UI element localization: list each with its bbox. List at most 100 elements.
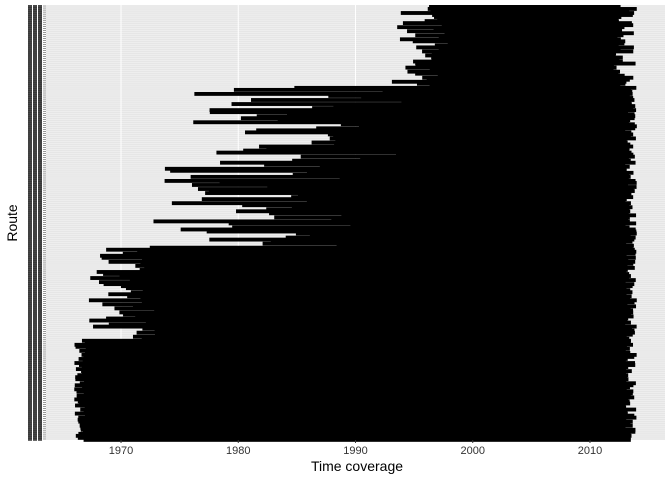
y-tick-label-overplotted [28,294,32,298]
y-tick-label-overplotted [28,330,32,334]
route-range-bar [142,326,633,331]
y-tick-label-overplotted [38,83,42,87]
y-tick-label-overplotted [33,403,37,407]
route-range-bar [291,205,633,210]
y-tick-label-overplotted [28,41,32,45]
y-tick-label-overplotted [28,15,32,18]
y-tick-label-overplotted [38,304,42,308]
y-tick-label-overplotted [28,348,32,352]
y-tick-label-overplotted [38,174,42,178]
y-tick-label-overplotted [38,413,42,417]
y-tick-label-overplotted [33,377,37,381]
y-tick-label-overplotted [28,389,32,393]
y-tick-label-overplotted [38,280,42,283]
y-tick-label-overplotted [28,179,32,182]
y-tick-label-overplotted [28,217,32,221]
route-range-bar [119,310,634,315]
route-range-bar [285,235,636,240]
y-tick-label-overplotted [28,391,32,395]
y-tick-label-overplotted [33,310,37,314]
y-tick-label-overplotted [28,98,32,101]
route-range-bar [438,47,621,52]
y-tick-label-overplotted [38,353,42,356]
y-tick-label-overplotted [28,164,32,168]
y-tick-label-overplotted [38,142,42,146]
y-tick-label-overplotted [38,290,42,294]
y-tick-label-overplotted [38,268,42,271]
y-tick-label-overplotted [28,61,32,65]
y-tick-label-overplotted [33,172,37,176]
x-tick-label: 2010 [578,445,602,457]
y-tick-label-overplotted [33,355,37,358]
route-range-bar [415,61,636,66]
y-tick-label-overplotted [33,255,37,259]
y-tick-label-overplotted [33,322,37,326]
y-tick-label-overplotted [33,55,37,59]
route-range-bar [108,292,627,297]
route-range-bar [132,334,627,339]
y-tick-label-overplotted [38,146,42,150]
y-tick-label-overplotted [38,431,42,435]
y-tick-label-overplotted [33,419,37,423]
y-tick-label-overplotted [33,320,37,324]
y-tick-label-overplotted [28,255,32,259]
route-range-bar [311,140,628,145]
route-range-bar [74,383,634,388]
y-tick-label-overplotted [33,83,37,87]
route-range-bar [96,270,627,274]
y-tick-label-overplotted [38,415,42,419]
y-tick-label-overplotted [28,223,32,227]
route-range-bar [424,19,619,24]
y-tick-label-overplotted [33,223,37,227]
y-tick-label-overplotted [33,164,37,168]
y-tick-label-overplotted [33,11,37,14]
y-tick-label-overplotted [33,197,37,201]
y-tick-label-overplotted [33,433,37,437]
y-tick-label-overplotted [33,344,37,348]
route-range-bar [75,377,629,382]
y-tick-label-overplotted [38,395,42,399]
y-tick-label-overplotted [33,415,37,419]
route-range-bar [139,268,628,272]
route-range-bar [405,65,617,70]
y-tick-label-overplotted [33,399,37,403]
y-tick-label-overplotted [28,132,32,136]
y-tick-label-overplotted [28,53,32,57]
y-tick-label-overplotted [33,328,37,332]
y-tick-label-overplotted [33,379,37,383]
route-range-bar [106,316,629,321]
y-tick-label-overplotted [28,245,32,249]
route-range-bar [83,391,633,396]
y-tick-label-overplotted [38,383,42,387]
route-range-bar [206,229,637,234]
y-tick-label-overplotted [38,41,42,45]
y-tick-label-overplotted [28,288,32,292]
y-tick-label-overplotted [38,342,42,346]
route-range-bar [334,142,631,147]
y-tick-label-overplotted [38,51,42,55]
y-tick-label-overplotted [33,326,37,330]
y-tick-label-overplotted [33,361,37,364]
route-range-bar [83,429,636,434]
route-range-bar [340,122,635,127]
route-range-bar [358,124,637,129]
y-tick-label-overplotted [28,270,32,273]
y-tick-label-overplotted [28,189,32,192]
y-tick-label-overplotted [33,211,37,215]
y-tick-label-overplotted [38,162,42,166]
y-tick-label-overplotted [28,172,32,176]
y-tick-label-overplotted [38,334,42,338]
y-tick-label-overplotted [38,130,42,134]
y-tick-label-overplotted [28,302,32,306]
y-tick-label-overplotted [33,17,37,20]
y-tick-label-overplotted [38,160,42,164]
route-range-bar [119,274,631,278]
route-range-bar [83,355,635,359]
y-tick-label-overplotted [28,280,32,283]
y-tick-label-overplotted [28,47,32,51]
route-range-bar [136,330,635,335]
route-range-bar [427,7,637,11]
y-tick-label-overplotted [28,108,32,112]
route-range-bar [154,308,634,313]
